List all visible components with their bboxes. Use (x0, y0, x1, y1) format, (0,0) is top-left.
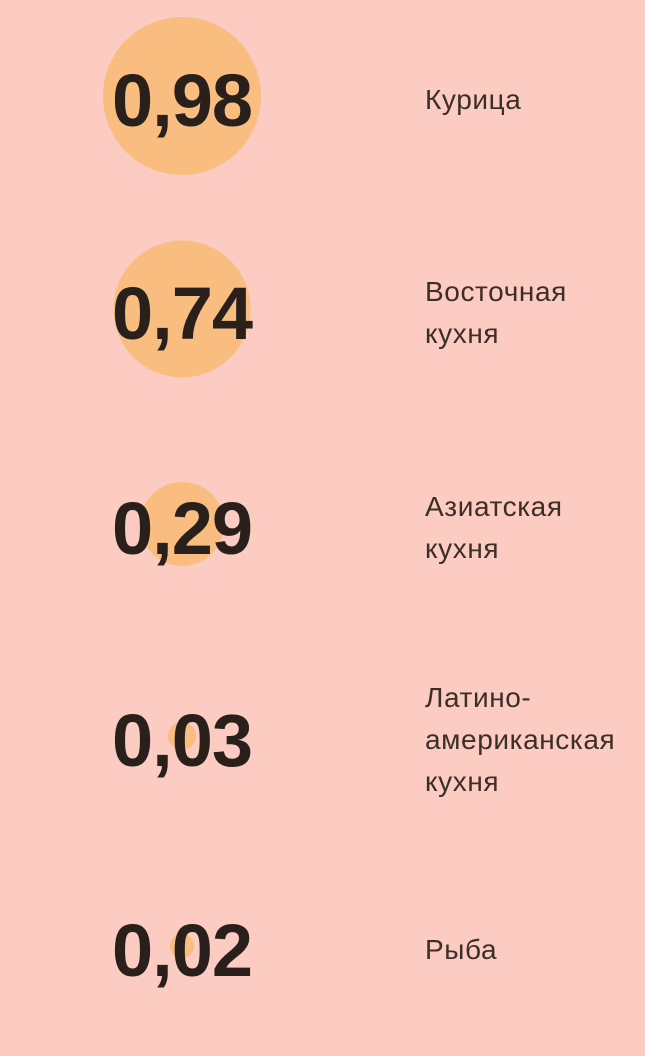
value-label: 0,29 (111, 486, 253, 570)
list-item: 0,74 Восточная кухня (0, 207, 645, 419)
value-label: 0,74 (111, 271, 253, 355)
list-item: 0,29 Азиатская кухня (0, 422, 645, 634)
bubble-cell: 0,98 (0, 0, 364, 206)
bubble-cell: 0,29 (0, 422, 364, 634)
list-item: 0,03 Латино- американская кухня (0, 634, 645, 846)
bubble-cell: 0,03 (0, 634, 364, 846)
category-label: Азиатская кухня (425, 491, 563, 564)
bubble-cell: 0,74 (0, 207, 364, 419)
bubble (103, 17, 261, 175)
bubble (170, 934, 194, 958)
category-label: Латино- американская кухня (425, 682, 616, 797)
bubble-cell: 0,02 (0, 844, 364, 1056)
category-label: Восточная кухня (425, 276, 567, 349)
bubble (168, 722, 196, 750)
category-label: Курица (425, 84, 522, 115)
value-label: 0,02 (111, 908, 253, 992)
bubble (140, 482, 224, 566)
list-item: 0,02 Рыба (0, 844, 645, 1056)
bubble-chart: 0,98 Курица 0,74 Восточная кухня 0,29 Аз… (0, 0, 645, 992)
bubble (113, 240, 251, 378)
category-label: Рыба (425, 934, 498, 965)
value-label: 0,03 (111, 698, 253, 782)
list-item: 0,98 Курица (0, 0, 645, 206)
value-label: 0,98 (111, 58, 253, 142)
